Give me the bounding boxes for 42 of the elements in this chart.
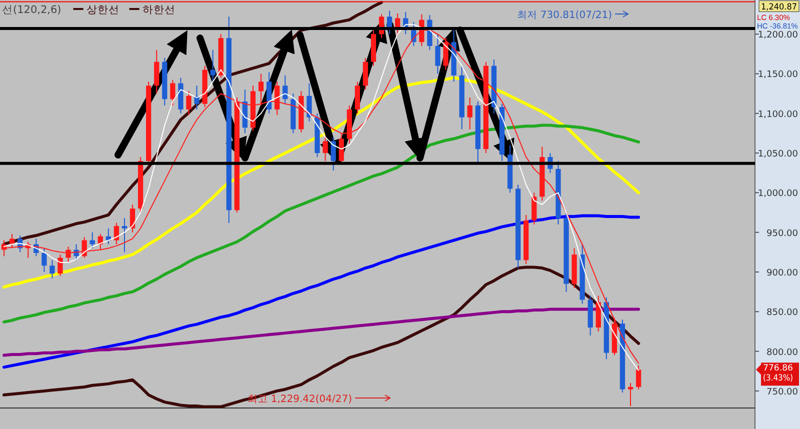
y-tick-label: 800.00 bbox=[766, 348, 798, 358]
candlestick bbox=[50, 260, 55, 279]
candlestick bbox=[194, 85, 200, 110]
y-tick-label: 1,200.00 bbox=[758, 30, 798, 41]
y-tick-label: 1,100.00 bbox=[758, 110, 798, 120]
text: 776.86 (3.43%) bbox=[763, 364, 797, 384]
y-tick-label: 950.00 bbox=[766, 228, 798, 239]
candlestick bbox=[306, 82, 312, 122]
candlestick bbox=[354, 81, 360, 114]
candlestick bbox=[532, 192, 537, 225]
y-tick-label: 850.00 bbox=[766, 308, 798, 318]
candlestick bbox=[386, 10, 392, 35]
candlestick bbox=[42, 248, 47, 272]
candlestick bbox=[443, 38, 448, 70]
y-tick-label: 1,050.00 bbox=[758, 150, 798, 160]
candlestick bbox=[322, 135, 328, 162]
y-tick-label: 750.00 bbox=[766, 387, 798, 398]
candlestick bbox=[636, 365, 642, 390]
candlestick bbox=[170, 80, 176, 106]
candlestick bbox=[362, 57, 368, 90]
candlestick bbox=[330, 136, 336, 171]
y-tick-label: 1,000.00 bbox=[758, 189, 798, 200]
candlestick bbox=[9, 233, 15, 249]
candlestick bbox=[258, 73, 264, 106]
candlestick bbox=[114, 222, 120, 245]
candlestick bbox=[58, 254, 63, 276]
y-tick-label: 1,150.00 bbox=[758, 70, 798, 80]
candlestick bbox=[435, 34, 440, 74]
candlestick bbox=[186, 90, 192, 116]
legend-label: 상한선 bbox=[86, 4, 120, 16]
candlestick bbox=[154, 49, 160, 94]
legend-label: 하한선 bbox=[142, 4, 176, 16]
candlestick bbox=[130, 204, 136, 233]
y-tick-label: 900.00 bbox=[766, 268, 798, 278]
legend-title: 선(120,2,6) bbox=[2, 4, 62, 16]
candlestick bbox=[628, 382, 634, 407]
candlestick bbox=[395, 12, 400, 36]
annotation: 최저 730.81(07/21) bbox=[517, 10, 612, 21]
ref-line-label: 1,240.87 bbox=[761, 2, 799, 13]
candlestick bbox=[122, 218, 128, 253]
candlestick bbox=[467, 97, 472, 130]
candlestick bbox=[210, 49, 216, 82]
